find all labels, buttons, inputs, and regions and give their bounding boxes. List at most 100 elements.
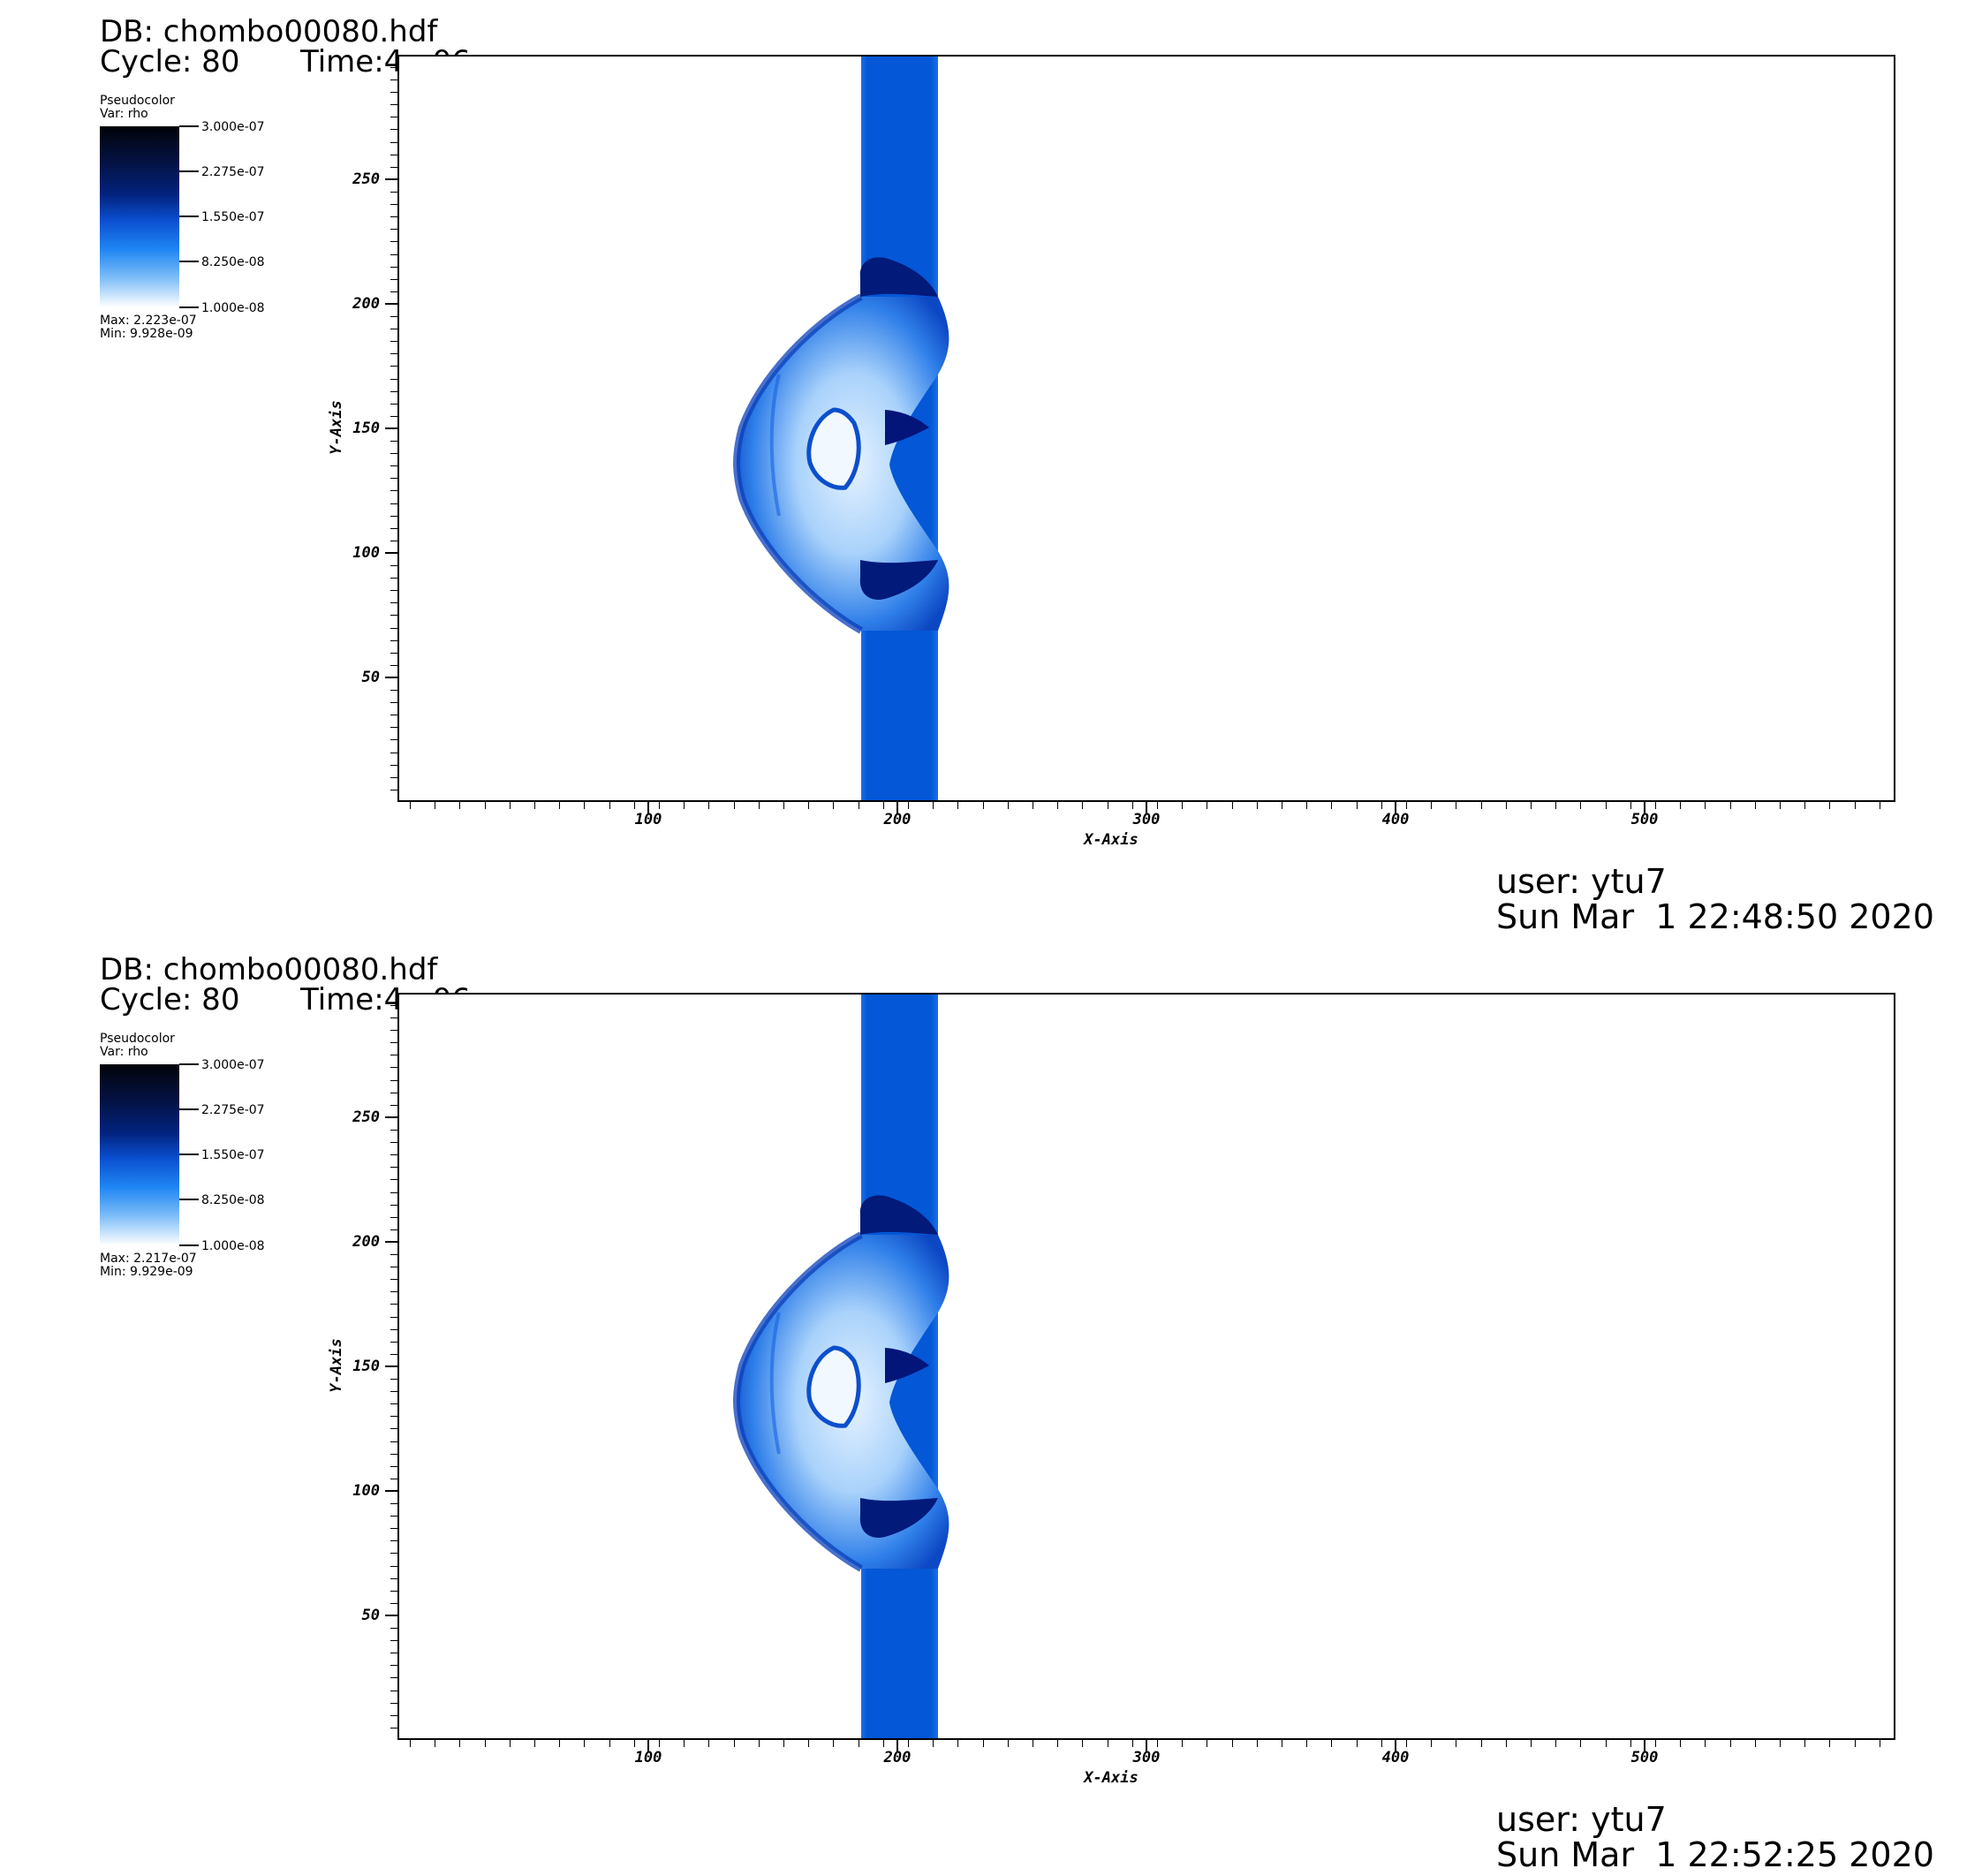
x-minor-tick (1630, 802, 1631, 809)
y-minor-tick (390, 1217, 397, 1218)
x-minor-tick (1132, 1740, 1133, 1747)
y-minor-tick (390, 1503, 397, 1504)
x-minor-tick (1381, 1740, 1382, 1747)
x-minor-tick (1232, 802, 1233, 809)
x-minor-tick (908, 802, 909, 809)
x-minor-tick (485, 802, 486, 809)
y-minor-tick (390, 653, 397, 654)
x-tick (647, 802, 649, 814)
x-minor-tick (1157, 802, 1158, 809)
x-tick (1146, 802, 1147, 814)
y-minor-tick (390, 1665, 397, 1666)
y-minor-tick (390, 192, 397, 193)
y-minor-tick (390, 67, 397, 68)
x-minor-tick (1057, 802, 1058, 809)
x-minor-tick (1555, 1740, 1556, 1747)
x-minor-tick (1481, 802, 1482, 809)
y-minor-tick (390, 1329, 397, 1330)
x-minor-tick (1606, 1740, 1607, 1747)
y-minor-tick (390, 279, 397, 280)
x-minor-tick (983, 1740, 984, 1747)
y-minor-tick (390, 1179, 397, 1180)
x-minor-tick (1506, 802, 1507, 809)
y-minor-tick (390, 428, 397, 429)
x-minor-tick (1730, 1740, 1731, 1747)
y-minor-tick (390, 1528, 397, 1529)
y-minor-tick (390, 142, 397, 143)
x-minor-tick (1431, 802, 1432, 809)
x-tick-label: 400 (1381, 811, 1410, 828)
y-minor-tick (390, 1042, 397, 1043)
x-tick (1395, 1740, 1396, 1752)
y-minor-tick (390, 1566, 397, 1567)
y-minor-tick (390, 304, 397, 305)
y-minor-tick (390, 602, 397, 603)
y-minor-tick (390, 739, 397, 740)
y-minor-tick (390, 490, 397, 491)
y-minor-tick (390, 1229, 397, 1230)
x-minor-tick (1655, 1740, 1656, 1747)
x-minor-tick (1705, 1740, 1706, 1747)
x-minor-tick (1680, 802, 1681, 809)
colorbar-label: 1.000e-08 (201, 1239, 265, 1253)
legend-min: Min: 9.929e-09 (100, 1265, 193, 1279)
y-minor-tick (390, 1242, 397, 1243)
x-minor-tick (833, 802, 834, 809)
x-minor-tick (833, 1740, 834, 1747)
x-tick-label: 300 (1132, 1749, 1161, 1766)
y-tick-label: 250 (352, 170, 380, 188)
y-minor-tick (390, 565, 397, 566)
colorbar-label: 3.000e-07 (201, 120, 265, 134)
x-minor-tick (783, 802, 784, 809)
x-minor-tick (734, 802, 735, 809)
database-label: DB: chombo00080.hdf (100, 14, 438, 49)
x-minor-tick (659, 1740, 660, 1747)
y-minor-tick (390, 316, 397, 317)
y-minor-tick (390, 1677, 397, 1678)
y-minor-tick (390, 341, 397, 342)
y-minor-tick (390, 1379, 397, 1380)
x-tick (1644, 1740, 1645, 1752)
legend-min: Min: 9.928e-09 (100, 327, 193, 341)
x-minor-tick (1680, 1740, 1681, 1747)
y-minor-tick (390, 441, 397, 442)
x-minor-tick (933, 802, 934, 809)
x-minor-tick (883, 1740, 884, 1747)
y-minor-tick (390, 1540, 397, 1541)
y-minor-tick (390, 702, 397, 703)
y-minor-tick (390, 229, 397, 230)
user-label: user: ytu7 (1496, 1800, 1667, 1839)
x-minor-tick (808, 802, 809, 809)
x-minor-tick (459, 802, 460, 809)
y-minor-tick (390, 1441, 397, 1442)
y-minor-tick (390, 1466, 397, 1467)
y-minor-tick (390, 1254, 397, 1255)
colorbar-tick (179, 216, 199, 217)
y-minor-tick (390, 465, 397, 466)
x-minor-tick (1406, 802, 1407, 809)
plot-area[interactable] (397, 993, 1895, 1740)
y-tick-label: 100 (352, 1482, 380, 1500)
colorbar-tick (179, 261, 199, 262)
x-minor-tick (634, 1740, 635, 1747)
x-minor-tick (1381, 802, 1382, 809)
y-tick-label: 200 (352, 295, 380, 313)
x-minor-tick (783, 1740, 784, 1747)
legend-max: Max: 2.223e-07 (100, 314, 197, 328)
y-minor-tick (390, 379, 397, 380)
colorbar-label: 1.550e-07 (201, 1148, 265, 1162)
y-minor-tick (390, 79, 397, 80)
x-minor-tick (1506, 1740, 1507, 1747)
y-minor-tick (390, 254, 397, 255)
x-minor-tick (634, 802, 635, 809)
x-minor-tick (1655, 802, 1656, 809)
x-minor-tick (883, 802, 884, 809)
plot-area[interactable] (397, 55, 1895, 802)
x-minor-tick (1331, 802, 1332, 809)
y-minor-tick (390, 241, 397, 242)
x-minor-tick (1804, 802, 1805, 809)
x-tick-label: 500 (1630, 1749, 1659, 1766)
x-tick (1644, 802, 1645, 814)
x-minor-tick (1829, 802, 1830, 809)
x-minor-tick (584, 1740, 585, 1747)
